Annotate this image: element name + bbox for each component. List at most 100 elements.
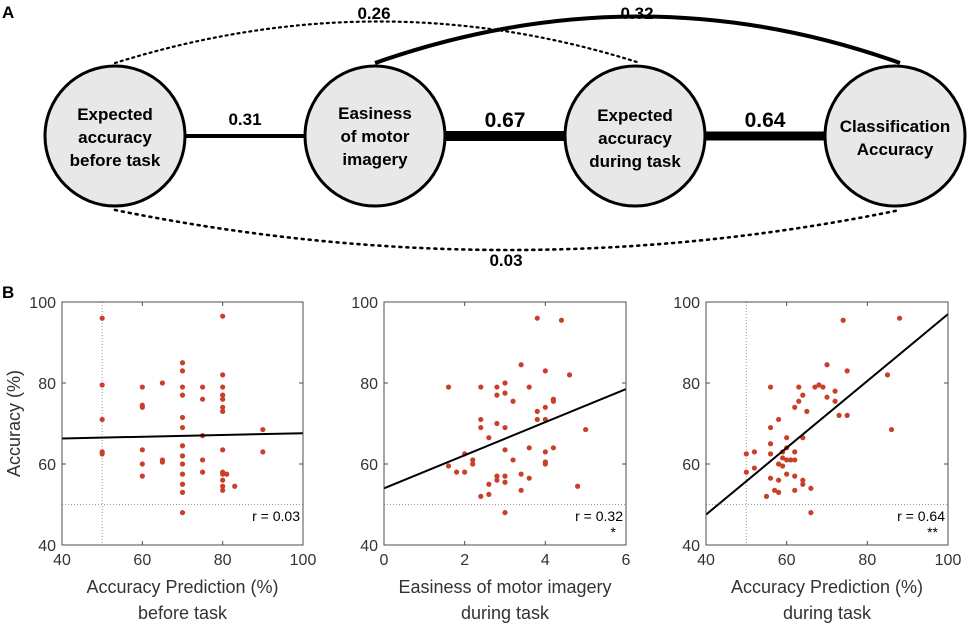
data-point: [260, 426, 266, 433]
data-point: [836, 412, 842, 418]
data-point: [824, 362, 830, 368]
data-point: [767, 451, 774, 457]
x-tick-label: 4: [541, 552, 550, 569]
data-point: [784, 457, 790, 463]
data-point: [179, 471, 186, 477]
data-point: [220, 487, 226, 493]
data-point: [816, 382, 822, 388]
data-point: [199, 469, 206, 475]
data-point: [470, 461, 476, 467]
data-point: [542, 404, 548, 410]
node-ease-line-2: of motor: [341, 127, 410, 146]
data-point: [884, 372, 891, 378]
data-point: [99, 315, 105, 321]
y-tick-label: 60: [38, 457, 56, 474]
data-point: [780, 463, 786, 469]
x-tick-label: 6: [622, 552, 631, 569]
node-pre-line-3: before task: [70, 151, 161, 170]
data-point: [776, 461, 782, 467]
data-point: [220, 396, 226, 402]
data-point: [220, 372, 226, 378]
data-point: [767, 441, 774, 447]
node-pre-circle: [43, 64, 187, 208]
path-diagram: 0.31 0.67 0.64 0.26 0.32 0.03 Expected a…: [43, 4, 967, 270]
edge-pre-acc: [113, 208, 902, 252]
x-tick-label: 0: [380, 552, 389, 569]
node-ease-circle: [303, 64, 447, 208]
data-point: [99, 451, 105, 457]
data-point: [486, 481, 492, 487]
edge-label-pre-during: 0.26: [357, 4, 390, 23]
data-point: [494, 477, 500, 483]
data-point: [179, 414, 186, 421]
data-point: [199, 457, 206, 463]
data-point: [220, 404, 226, 410]
data-point: [99, 382, 105, 388]
data-point: [179, 461, 186, 467]
data-point: [478, 384, 484, 390]
data-point: [824, 394, 830, 400]
y-tick-label: 80: [682, 376, 700, 393]
data-point: [832, 388, 838, 394]
data-point: [502, 479, 508, 485]
data-point: [751, 449, 758, 455]
data-point: [199, 384, 206, 390]
data-point: [179, 453, 186, 459]
node-pre-line-2: accuracy: [78, 128, 152, 147]
data-point: [780, 455, 786, 461]
data-point: [804, 408, 810, 414]
data-point: [445, 463, 452, 469]
data-point: [494, 420, 500, 427]
y-tick-label: 60: [682, 457, 700, 474]
node-during-line-2: accuracy: [598, 129, 672, 148]
data-point: [220, 392, 226, 398]
x-tick-label: 80: [214, 552, 232, 569]
data-point: [518, 362, 524, 368]
data-point: [792, 457, 798, 463]
correlation-label: r = 0.03: [252, 508, 300, 524]
x-tick-label: 100: [935, 552, 962, 569]
x-tick-label: 60: [778, 552, 796, 569]
x-tick-label: 40: [697, 552, 715, 569]
data-point: [542, 368, 548, 374]
edge-label-ease-acc: 0.32: [620, 4, 653, 23]
data-point: [139, 404, 145, 410]
data-point: [486, 491, 492, 497]
data-point: [139, 384, 145, 390]
node-acc: Classification Accuracy: [823, 64, 967, 208]
data-point: [220, 471, 226, 477]
x-tick-label: 40: [53, 552, 71, 569]
y-tick-label: 100: [29, 295, 56, 312]
data-point: [808, 485, 814, 491]
scatter-chart-3: 40 60 80 100 40 60 80 100 Accuracy Prediction (%…: [673, 295, 961, 623]
x-tick-label: 100: [290, 552, 317, 569]
x-tick-label: 60: [133, 552, 151, 569]
data-point: [179, 360, 186, 366]
node-pre-line-1: Expected: [77, 105, 153, 124]
data-point: [526, 475, 532, 481]
data-point: [800, 481, 806, 487]
data-point: [792, 404, 798, 410]
data-point: [558, 317, 565, 323]
regression-line: [383, 388, 627, 490]
x-tick-label: 80: [858, 552, 876, 569]
data-point: [840, 317, 846, 323]
data-point: [788, 457, 794, 463]
data-point: [844, 412, 850, 418]
data-point: [494, 384, 500, 390]
data-point: [776, 477, 782, 483]
y-tick-label: 100: [351, 295, 378, 312]
edge-label-during-acc: 0.64: [745, 109, 786, 132]
data-point: [224, 471, 230, 477]
data-point: [526, 445, 532, 451]
data-point: [199, 396, 206, 402]
node-acc-line-1: Classification: [840, 117, 951, 136]
data-point: [776, 489, 782, 495]
edge-ease-acc: [374, 14, 901, 65]
data-point: [800, 477, 806, 483]
edge-label-pre-acc: 0.03: [489, 251, 522, 270]
correlation-label: r = 0.32: [575, 508, 623, 524]
regression-line: [705, 313, 949, 516]
data-point: [139, 473, 145, 479]
data-point: [784, 471, 790, 477]
